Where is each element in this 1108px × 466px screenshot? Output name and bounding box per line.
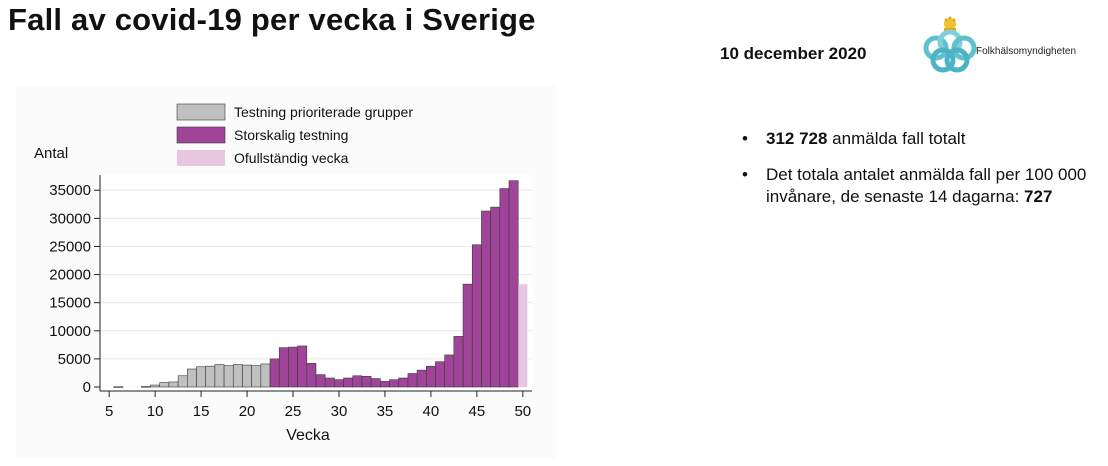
bar — [196, 366, 207, 388]
bar — [269, 358, 280, 388]
slide-title: Fall av covid-19 per vecka i Sverige — [8, 2, 536, 37]
weekly-cases-chart: 0 5000 10000 15000 20000 25000 30000 35000 5 10 15… — [34, 103, 532, 444]
bar — [187, 368, 197, 388]
per-100k-value: 727 — [1024, 187, 1053, 206]
bar — [490, 206, 501, 388]
x-tick-label: 10 — [147, 403, 164, 420]
y-axis-label: Antal — [34, 145, 68, 162]
legend-swatch — [176, 103, 226, 121]
bar — [425, 365, 436, 388]
bar — [508, 180, 519, 388]
bar — [278, 347, 289, 388]
bar — [380, 381, 390, 388]
bar — [168, 381, 179, 388]
total-cases-text: anmälda fall totalt — [827, 129, 966, 148]
y-tick-label: 5000 — [58, 351, 91, 368]
x-tick-label: 25 — [285, 403, 302, 420]
bar — [343, 377, 354, 388]
bar — [334, 379, 344, 388]
fact-total-cases: • 312 728 anmälda fall totalt — [742, 128, 1102, 150]
bar — [462, 283, 473, 388]
y-tick-label: 10000 — [49, 323, 91, 340]
bar — [288, 346, 298, 388]
logo-text: Folkhälsomyndigheten — [976, 46, 1076, 57]
bar — [518, 284, 528, 387]
bar — [232, 364, 243, 388]
logo-graphic: Folkhälsomyndigheten — [923, 16, 1076, 73]
x-tick-label: 50 — [514, 403, 531, 420]
bar — [251, 365, 262, 388]
fact-per-100k: • Det totala antalet anmälda fall per 10… — [742, 164, 1102, 208]
bullet-dot: • — [742, 165, 748, 184]
bar — [113, 386, 124, 388]
bar — [297, 345, 308, 388]
x-tick-label: 20 — [239, 403, 256, 420]
bar — [370, 378, 381, 388]
y-tick-label: 0 — [83, 379, 91, 396]
legend-label: Ofullständig vecka — [234, 150, 349, 166]
bar — [141, 386, 151, 388]
bar — [416, 369, 427, 388]
y-tick-label: 25000 — [49, 238, 91, 255]
bar — [242, 364, 252, 388]
bar — [260, 363, 271, 388]
bar — [159, 382, 170, 388]
legend-swatch — [177, 150, 225, 166]
total-cases-value: 312 728 — [766, 129, 828, 148]
bar — [223, 365, 234, 388]
bar — [150, 384, 161, 388]
bar — [315, 374, 326, 388]
bar — [435, 361, 445, 388]
legend-label: Testning prioriterade grupper — [234, 104, 413, 120]
x-tick-label: 35 — [377, 403, 394, 420]
bar — [361, 376, 372, 388]
bar — [306, 363, 317, 388]
chart-panel: 0 5000 10000 15000 20000 25000 30000 35000 5 10 15… — [16, 86, 556, 458]
bar — [444, 354, 455, 388]
legend-swatch — [176, 126, 226, 144]
bar — [453, 336, 464, 388]
x-tick-label: 5 — [105, 403, 113, 420]
per-100k-text: Det totala antalet anmälda fall per 100 … — [766, 165, 1087, 206]
y-tick-label: 20000 — [49, 267, 91, 284]
rings-icon — [923, 29, 977, 73]
bar — [177, 375, 188, 388]
x-tick-label: 45 — [469, 403, 486, 420]
bar — [205, 365, 216, 388]
y-tick-label: 35000 — [49, 182, 91, 199]
bar — [389, 379, 400, 388]
bar — [324, 377, 335, 388]
y-tick-label: 15000 — [49, 295, 91, 312]
bar — [352, 375, 363, 388]
y-tick-label: 30000 — [49, 210, 91, 227]
x-axis-label: Vecka — [286, 427, 330, 444]
x-tick-label: 40 — [423, 403, 440, 420]
x-tick-label: 30 — [331, 403, 348, 420]
bar — [471, 244, 482, 388]
x-tick-label: 15 — [193, 403, 210, 420]
facts-list: • 312 728 anmälda fall totalt • Det tota… — [742, 128, 1102, 222]
bar — [499, 188, 510, 388]
bar — [214, 364, 225, 388]
folkhalsomyndigheten-logo: Folkhälsomyndigheten — [916, 14, 1108, 80]
legend-label: Storskalig testning — [234, 127, 348, 143]
slide-date: 10 december 2020 — [720, 44, 867, 63]
bar — [398, 377, 409, 388]
bullet-dot: • — [742, 129, 748, 148]
bar — [481, 210, 491, 388]
bar — [407, 373, 418, 388]
